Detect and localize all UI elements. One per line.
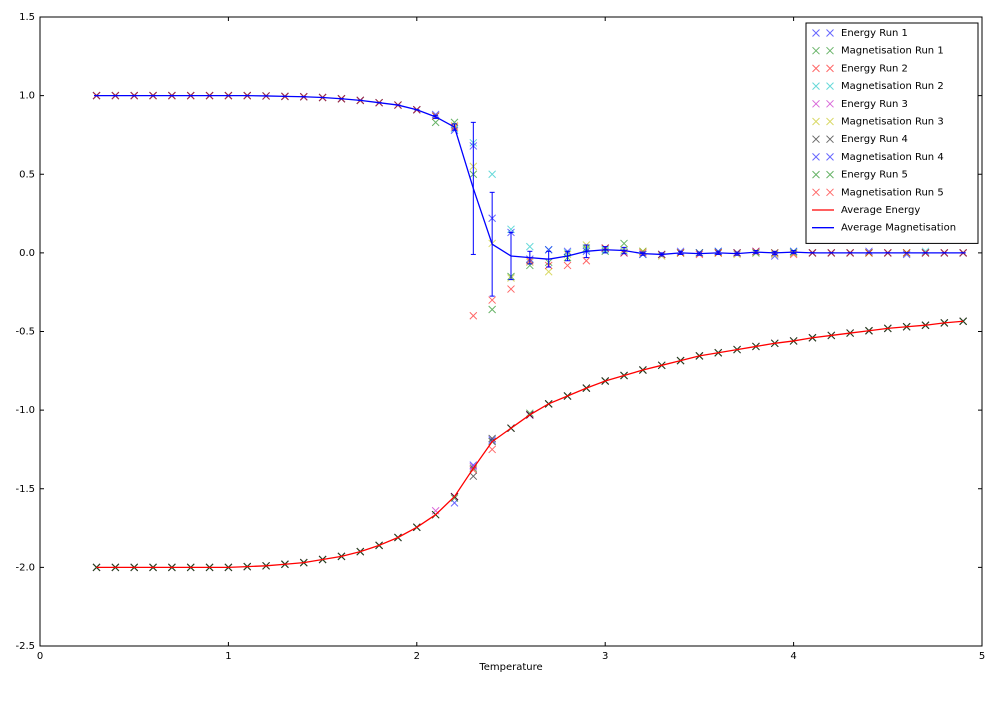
x-tick-label: 5: [979, 651, 985, 662]
data-point: [544, 245, 553, 254]
data-point: [921, 247, 930, 256]
data-point: [507, 285, 515, 293]
x-tick-label: 1: [225, 651, 231, 662]
legend-label: Magnetisation Run 5: [841, 187, 944, 198]
data-point: [450, 494, 459, 503]
data-point: [865, 247, 873, 256]
legend: Energy Run 1 Magnetisation Run 1 Energy Ru…: [805, 22, 979, 244]
y-tick-label: -1.0: [15, 405, 35, 416]
data-point: [488, 305, 497, 314]
legend-label: Magnetisation Run 3: [841, 117, 944, 128]
legend-label: Energy Run 2: [841, 63, 908, 74]
data-point: [488, 434, 497, 443]
legend-label: Energy Run 1: [841, 28, 908, 39]
y-tick-label: -2.0: [15, 562, 35, 573]
legend-marker: [826, 64, 834, 73]
average-line: [96, 320, 964, 569]
data-point: [525, 242, 534, 251]
data-point: [525, 409, 534, 418]
x-tick-label: 4: [790, 651, 796, 662]
legend-label: Magnetisation Run 2: [841, 81, 944, 92]
data-point: [469, 311, 478, 320]
legend-marker: [826, 117, 834, 126]
data-point: [902, 250, 911, 259]
y-tick-label: 1.0: [19, 91, 35, 102]
data-point: [469, 472, 478, 481]
legend-marker: [812, 153, 820, 161]
data-point: [488, 445, 497, 454]
data-point: [431, 118, 440, 127]
x-tick-label: 3: [602, 651, 608, 662]
data-point: [544, 267, 553, 276]
data-point: [620, 239, 628, 248]
legend-label: Average Energy: [841, 205, 920, 216]
y-tick-label: -1.5: [15, 484, 35, 495]
legend-marker: [826, 188, 834, 197]
legend-label: Average Magnetisation: [841, 223, 956, 234]
data-point: [488, 436, 497, 444]
legend-marker: [826, 153, 834, 161]
legend-marker: [826, 99, 834, 108]
legend-marker: [826, 29, 834, 37]
x-tick-label: 2: [414, 651, 420, 662]
data-point: [488, 170, 497, 179]
legend-marker: [812, 64, 820, 73]
y-tick-label: -2.5: [15, 641, 35, 652]
y-tick-label: 1.5: [19, 12, 35, 23]
y-tick-label: 0.5: [19, 169, 35, 180]
data-point: [563, 261, 572, 270]
legend-label: Energy Run 4: [841, 134, 908, 145]
legend-marker: [812, 99, 820, 108]
legend-marker: [812, 46, 820, 55]
legend-label: Energy Run 3: [841, 99, 908, 110]
data-point: [582, 256, 591, 265]
legend-marker: [812, 170, 820, 179]
legend-marker: [826, 170, 834, 179]
legend-marker: [812, 135, 820, 144]
legend-marker: [826, 135, 834, 144]
legend-marker: [812, 29, 820, 37]
legend-marker: [826, 82, 834, 90]
legend-marker: [812, 82, 820, 90]
legend-marker: [812, 188, 820, 197]
legend-box: [805, 22, 979, 244]
plot-frame: [39, 16, 983, 647]
data-point: [507, 225, 515, 234]
y-tick-label: -0.5: [15, 327, 35, 338]
y-tick-label: 0.0: [19, 248, 35, 259]
legend-marker: [826, 46, 834, 55]
data-point: [488, 296, 497, 304]
data-point: [770, 252, 779, 260]
x-axis-label: Temperature: [478, 662, 542, 673]
legend-marker: [812, 117, 820, 126]
legend-label: Energy Run 5: [841, 170, 908, 181]
legend-label: Magnetisation Run 4: [841, 152, 944, 163]
x-tick-label: 0: [37, 651, 43, 662]
legend-label: Magnetisation Run 1: [841, 46, 944, 57]
data-point: [431, 110, 440, 119]
